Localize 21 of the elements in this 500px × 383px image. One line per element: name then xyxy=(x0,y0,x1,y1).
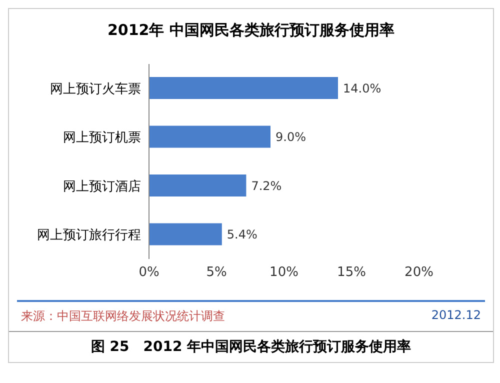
caption: 图 25 2012 年中国网民各类旅行预订服务使用率 xyxy=(9,331,493,362)
data-label: 14.0% xyxy=(343,81,382,96)
chart-title: 2012年 中国网民各类旅行预订服务使用率 xyxy=(106,20,396,41)
x-tick-label: 15% xyxy=(337,265,366,280)
y-tick-label: 网上预订酒店 xyxy=(63,178,141,194)
y-tick-label: 网上预订机票 xyxy=(63,130,141,146)
x-tick-label: 5% xyxy=(206,265,227,280)
x-tick-label: 20% xyxy=(404,265,434,280)
bar xyxy=(149,126,270,148)
x-tick-label: 10% xyxy=(270,265,298,280)
data-label: 7.2% xyxy=(251,178,282,193)
text: 2012.12 xyxy=(431,308,481,324)
data-label: 9.0% xyxy=(276,130,306,144)
source-note: 来源：中国互联网络发展状况统计调查 xyxy=(21,308,225,325)
bar xyxy=(149,223,222,246)
bar xyxy=(149,174,246,196)
x-tick-label: 0% xyxy=(138,265,160,280)
y-tick-label: 网上预订火车票 xyxy=(50,82,141,97)
bar xyxy=(149,77,338,99)
y-tick-label: 网上预订旅行行程 xyxy=(37,228,141,244)
data-label: 5.4% xyxy=(226,228,258,242)
